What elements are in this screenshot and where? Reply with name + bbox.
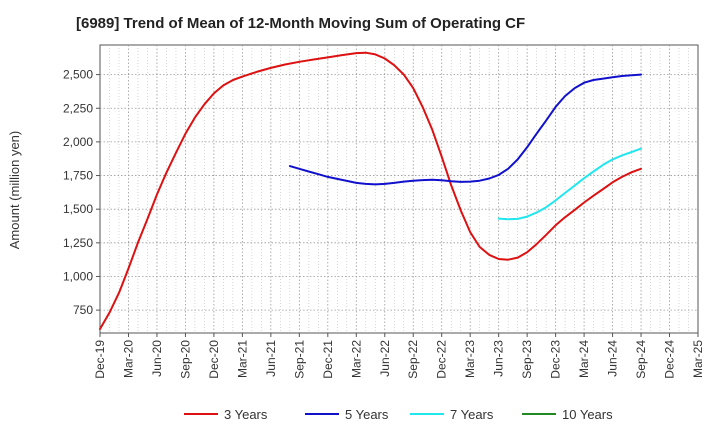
x-tick-label: Jun-20 — [150, 340, 164, 377]
x-tick-label: Mar-20 — [121, 340, 135, 378]
y-tick-label: 2,000 — [63, 135, 93, 149]
y-tick-label: 750 — [73, 303, 93, 317]
x-tick-label: Dec-24 — [663, 340, 677, 379]
legend: 3 Years 5 Years 7 Years 10 Years — [184, 407, 613, 422]
y-tick-label: 1,000 — [63, 269, 93, 283]
x-tick-label: Mar-21 — [235, 340, 249, 378]
plot-area — [99, 44, 699, 334]
x-tick-label: Dec-22 — [435, 340, 449, 379]
y-tick-label: 2,500 — [63, 68, 93, 82]
legend-label-7-years: 7 Years — [450, 407, 494, 422]
legend-label-3-years: 3 Years — [224, 407, 268, 422]
x-tick-label: Sep-20 — [178, 340, 192, 379]
x-tick-label: Sep-21 — [292, 340, 306, 379]
series-line-5-years — [288, 73, 642, 186]
x-tick-label: Sep-23 — [520, 340, 534, 379]
series-line-3-years — [99, 51, 642, 330]
x-tick-label: Mar-24 — [577, 340, 591, 378]
y-tick-label: 1,250 — [63, 236, 93, 250]
x-tick-label: Jun-23 — [492, 340, 506, 377]
x-tick-label: Sep-24 — [634, 340, 648, 379]
x-tick-label: Dec-19 — [93, 340, 107, 379]
x-tick-label: Dec-20 — [207, 340, 221, 379]
y-tick-label: 2,250 — [63, 101, 93, 115]
x-tick-label: Mar-22 — [349, 340, 363, 378]
series-line-7-years — [497, 147, 642, 221]
x-tick-label: Jun-22 — [378, 340, 392, 377]
x-tick-label: Mar-25 — [691, 340, 705, 378]
y-tick-label: 1,500 — [63, 202, 93, 216]
x-tick-label: Dec-21 — [321, 340, 335, 379]
y-axis-ticks: 750 1,000 1,250 1,500 1,750 2,000 2,250 2,500 — [63, 68, 100, 317]
chart-title: [6989] Trend of Mean of 12-Month Moving … — [76, 15, 525, 32]
x-tick-label: Jun-24 — [606, 340, 620, 377]
series-lines — [99, 51, 642, 330]
x-tick-label: Mar-23 — [463, 340, 477, 378]
x-tick-label: Jun-21 — [264, 340, 278, 377]
y-tick-label: 1,750 — [63, 169, 93, 183]
y-axis-label: Amount (million yen) — [7, 131, 22, 250]
grid — [100, 45, 698, 333]
x-axis-ticks: Dec-19 Mar-20 Jun-20 Sep-20 Dec-20 Mar-21 Jun-… — [93, 333, 705, 379]
legend-label-10-years: 10 Years — [562, 407, 613, 422]
x-tick-label: Dec-23 — [549, 340, 563, 379]
legend-label-5-years: 5 Years — [345, 407, 389, 422]
x-tick-label: Sep-22 — [406, 340, 420, 379]
